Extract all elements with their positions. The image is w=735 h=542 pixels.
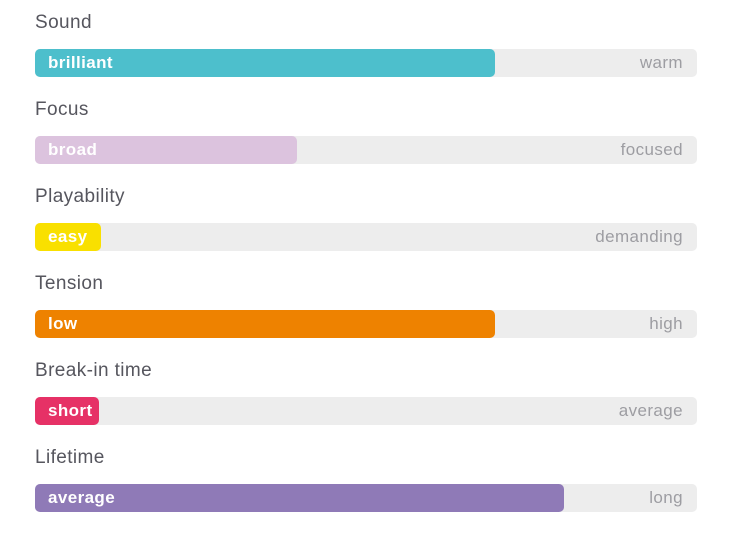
- bar-value-label: low: [48, 314, 78, 333]
- bar-end-label: high: [649, 314, 683, 333]
- bar-fill: easy: [35, 223, 102, 251]
- string-attributes-panel: Sound brilliant warm Focus broad focused…: [35, 12, 697, 512]
- attribute-row: Playability easy demanding: [35, 186, 697, 251]
- bar-end-label: long: [649, 488, 683, 507]
- bar-fill: brilliant: [35, 49, 496, 77]
- bar-value-label: easy: [48, 227, 88, 246]
- bar-end-label: demanding: [595, 227, 683, 246]
- bar-track: brilliant warm: [35, 49, 697, 77]
- attribute-name: Playability: [35, 186, 125, 207]
- bar-fill: low: [35, 310, 496, 338]
- attribute-row: Lifetime average long: [35, 447, 697, 512]
- attribute-row: Sound brilliant warm: [35, 12, 697, 77]
- attribute-name: Focus: [35, 99, 89, 120]
- bar-value-label: brilliant: [48, 53, 113, 72]
- bar-track: low high: [35, 310, 697, 338]
- bar-track: broad focused: [35, 136, 697, 164]
- bar-end-label: focused: [620, 140, 683, 159]
- bar-track: easy demanding: [35, 223, 697, 251]
- attribute-name: Break-in time: [35, 360, 153, 381]
- bar-track: average long: [35, 484, 697, 512]
- bar-fill: short: [35, 397, 100, 425]
- attribute-row: Focus broad focused: [35, 99, 697, 164]
- bar-value-label: average: [48, 488, 116, 507]
- bar-track: short average: [35, 397, 697, 425]
- attribute-row: Tension low high: [35, 273, 697, 338]
- attribute-name: Sound: [35, 12, 92, 33]
- bar-end-label: warm: [639, 53, 683, 72]
- attribute-name: Lifetime: [35, 447, 105, 468]
- bar-value-label: broad: [48, 140, 98, 159]
- bar-value-label: short: [48, 401, 93, 420]
- bar-fill: average: [35, 484, 564, 512]
- bar-end-label: average: [618, 401, 683, 420]
- attribute-row: Break-in time short average: [35, 360, 697, 425]
- bar-fill: broad: [35, 136, 298, 164]
- attribute-name: Tension: [35, 273, 104, 294]
